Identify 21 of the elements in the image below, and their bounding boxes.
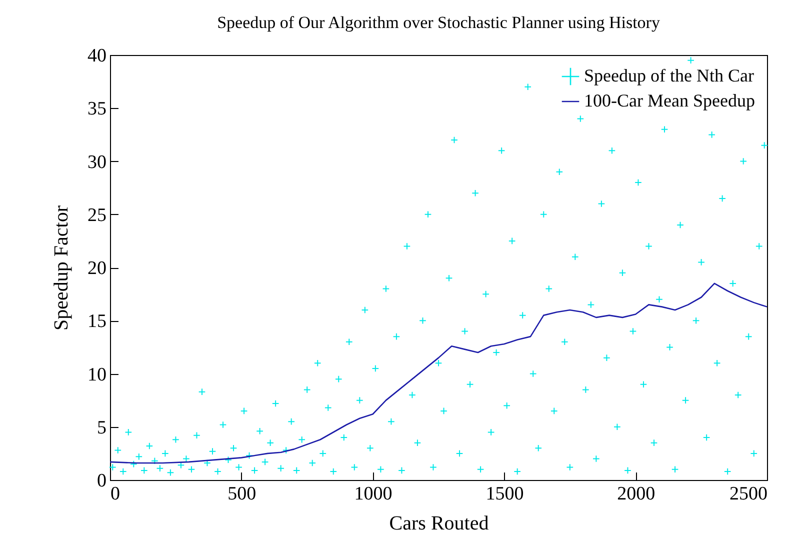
- x-tick-label: 0: [110, 484, 120, 504]
- y-axis-title: Speedup Factor: [50, 205, 72, 330]
- y-tick-label: 20: [88, 258, 106, 279]
- line-series: [109, 282, 768, 464]
- y-tick-label: 15: [88, 311, 106, 332]
- chart-title: Speedup of Our Algorithm over Stochastic Planner using History: [217, 13, 660, 32]
- x-axis-title: Cars Routed: [389, 512, 489, 534]
- y-tick-label: 35: [88, 98, 106, 120]
- y-tick-label: 40: [88, 46, 106, 66]
- y-tick-label: 0: [97, 470, 106, 492]
- legend-label: 100-Car Mean Speedup: [584, 90, 755, 110]
- x-tick-label: 500: [228, 484, 256, 504]
- x-tick-label: 2000: [617, 484, 656, 504]
- legend-label: Speedup of the Nth Car: [584, 66, 754, 86]
- y-tick-label: 25: [88, 204, 106, 226]
- x-tick-label: 1000: [354, 484, 392, 504]
- x-tick-label: 1500: [486, 484, 524, 504]
- x-tick-label: 2500: [730, 484, 768, 504]
- y-tick-label: 5: [97, 417, 106, 438]
- y-tick-label: 30: [88, 152, 106, 173]
- y-tick-label: 10: [88, 364, 106, 386]
